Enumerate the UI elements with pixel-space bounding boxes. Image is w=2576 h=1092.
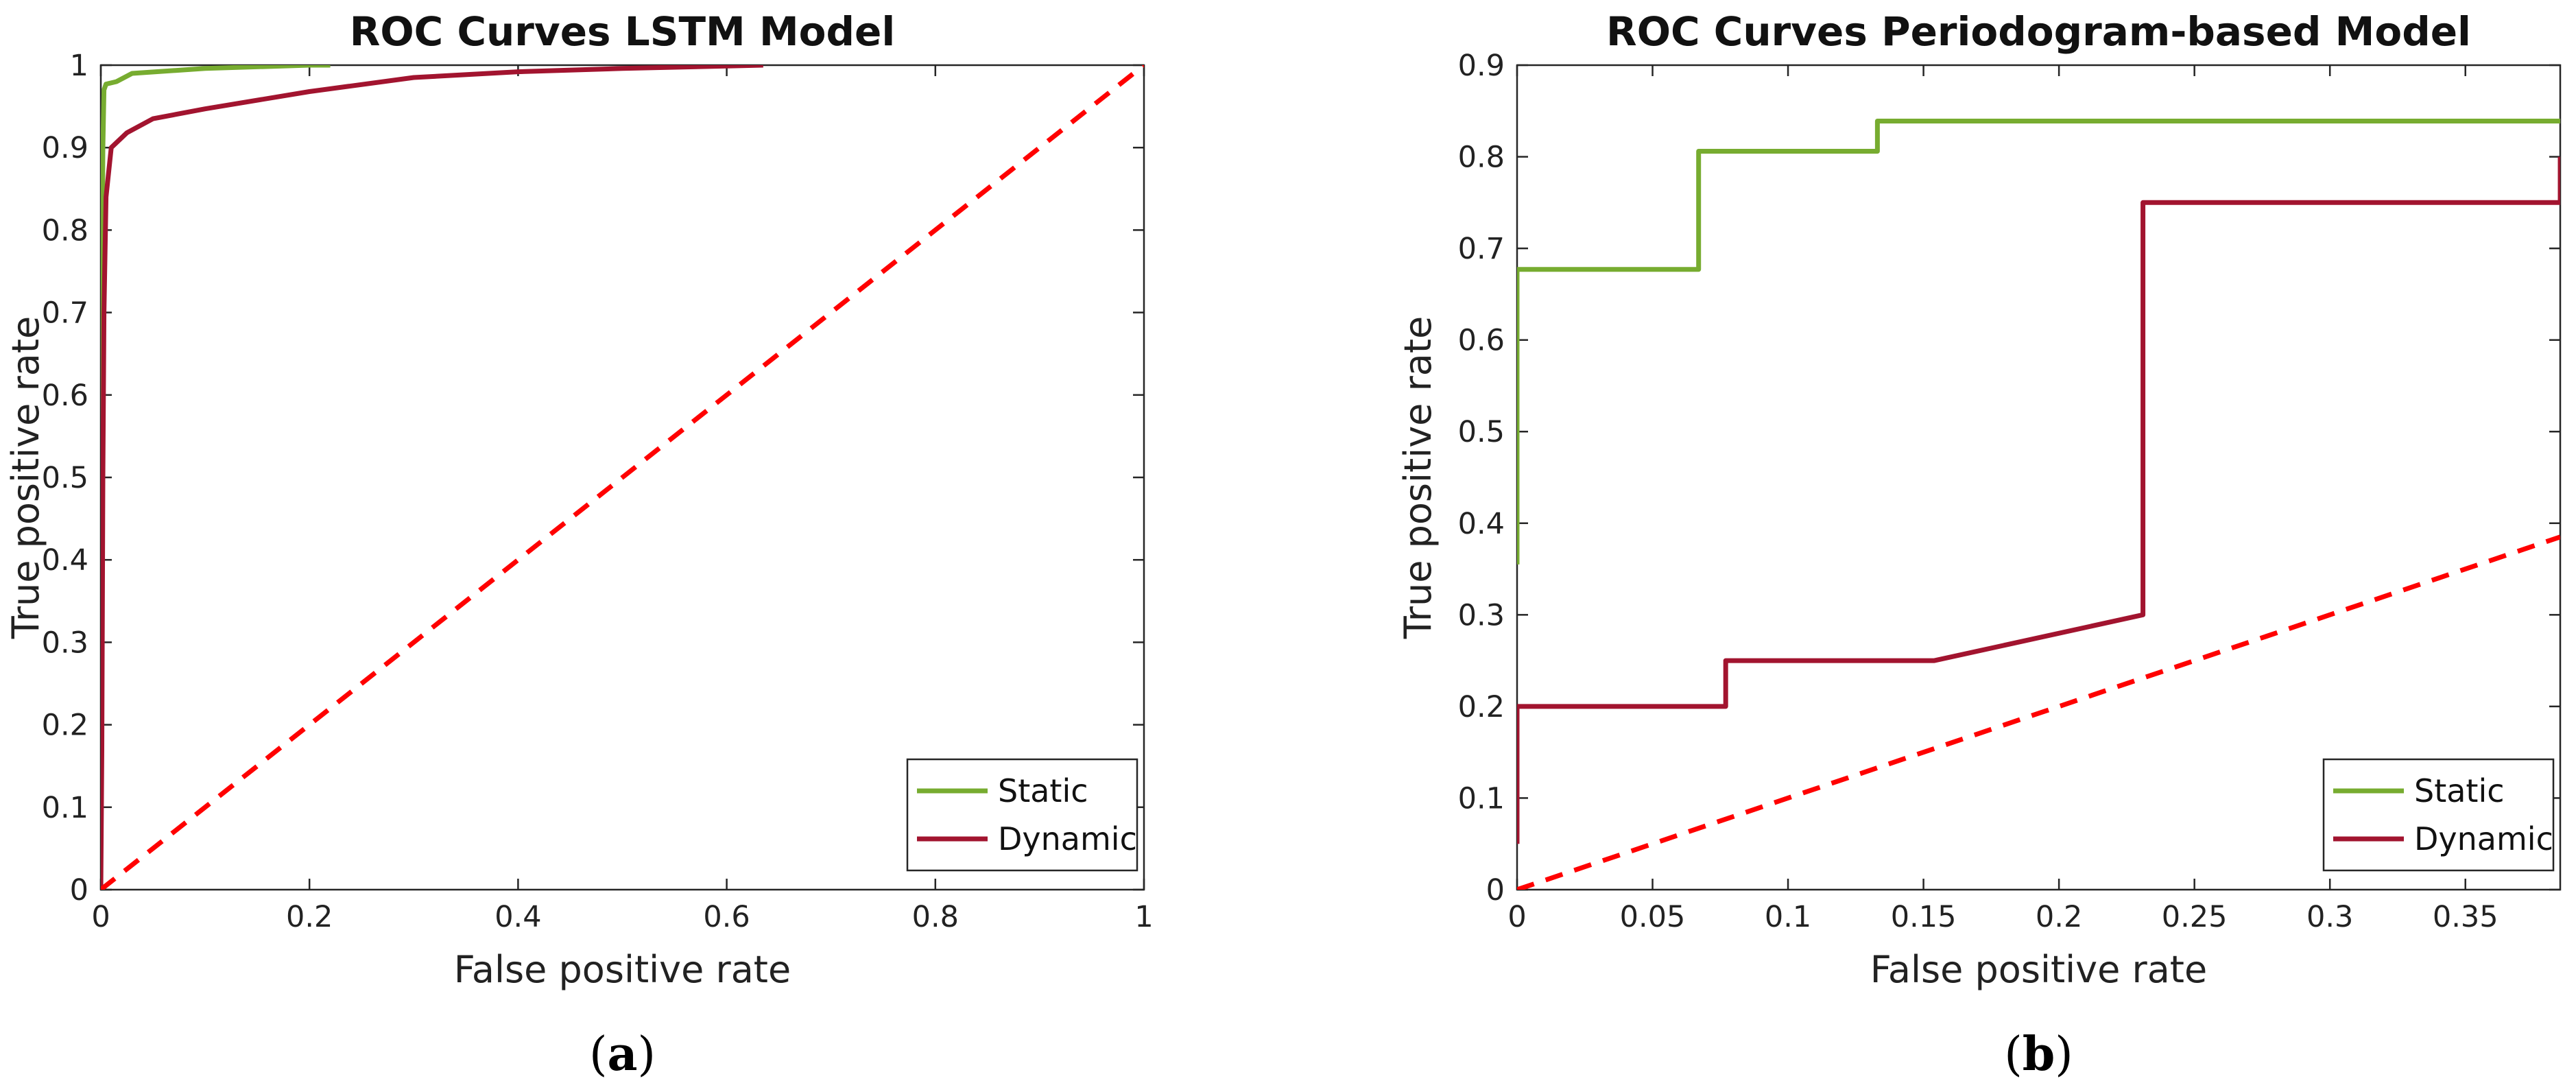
x-tick-label: 0.15	[1891, 900, 1957, 934]
y-tick-label: 0.4	[42, 543, 88, 578]
x-tick-label: 0.6	[703, 900, 750, 934]
panel-label: (b)	[2004, 1027, 2073, 1082]
x-tick-label: 0.2	[2036, 900, 2082, 934]
x-tick-label: 0.35	[2433, 900, 2499, 934]
x-tick-label: 0	[1507, 900, 1526, 934]
y-tick-label: 0.6	[42, 379, 88, 413]
legend: Static Dynamic	[2322, 758, 2555, 872]
y-tick-label: 0.3	[42, 626, 88, 660]
panel-label: (a)	[589, 1027, 656, 1082]
x-tick-label: 0.25	[2162, 900, 2228, 934]
series-line-static	[101, 65, 331, 890]
plot-area	[1517, 119, 2560, 890]
y-tick-label: 0.3	[1458, 598, 1505, 632]
series-line-chance	[1517, 534, 2560, 890]
legend-label-static: Static	[998, 772, 1088, 809]
x-tick-label: 1	[1134, 900, 1153, 934]
legend: Static Dynamic	[906, 758, 1138, 872]
y-tick-label: 0	[70, 873, 88, 907]
legend-label-dynamic: Dynamic	[2414, 820, 2553, 857]
y-tick-label: 0.8	[42, 213, 88, 248]
series-line-dynamic	[1517, 156, 2560, 844]
plot-area	[101, 65, 1144, 890]
series-line-static	[1517, 119, 2560, 565]
chart-panel-a: 0 0.2 0.4 0.6 0.8 1 0 0.1 0.2 0.3 0.4 0.5 0.6 0.7 0.8 0…	[4, 8, 1154, 1082]
x-tick-label: 0.4	[494, 900, 541, 934]
legend-label-static: Static	[2414, 772, 2505, 809]
y-tick-label: 0.7	[1458, 232, 1505, 266]
chart-title: ROC Curves LSTM Model	[350, 8, 896, 55]
y-tick-label: 0.6	[1458, 324, 1505, 358]
y-tick-label: 0	[1486, 873, 1505, 907]
x-axis-label: False positive rate	[1870, 948, 2207, 991]
y-tick-label: 1	[70, 49, 88, 83]
x-tick-label: 0.3	[2306, 900, 2353, 934]
series-line-chance	[101, 65, 1144, 890]
legend-box	[2322, 758, 2555, 872]
legend-box	[906, 758, 1138, 872]
y-tick-label: 0.1	[1458, 781, 1505, 816]
chart-title: ROC Curves Periodogram-based Model	[1606, 8, 2471, 55]
y-axis-label: True positive rate	[1396, 316, 1440, 640]
y-tick-label: 0.5	[42, 461, 88, 495]
y-axis-label: True positive rate	[4, 316, 47, 640]
x-tick-label: 0.1	[1765, 900, 1811, 934]
x-tick-label: 0.05	[1620, 900, 1686, 934]
x-tick-label: 0.8	[912, 900, 959, 934]
series-line-dynamic	[101, 65, 763, 890]
x-tick-label: 0.2	[286, 900, 333, 934]
y-tick-label: 0.8	[1458, 141, 1505, 175]
y-tick-label: 0.9	[42, 131, 88, 165]
y-tick-label: 0.4	[1458, 507, 1505, 541]
x-axis-label: False positive rate	[454, 948, 791, 991]
legend-label-dynamic: Dynamic	[998, 820, 1137, 857]
y-tick-label: 0.1	[42, 791, 88, 825]
y-tick-label: 0.5	[1458, 415, 1505, 449]
x-tick-label: 0	[91, 900, 110, 934]
chart-panel-b: 0 0.05 0.1 0.15 0.2 0.25 0.3 0.35 0 0.1 0.2 0.3 0.4 0…	[1396, 8, 2562, 1082]
y-tick-label: 0.7	[42, 296, 88, 331]
y-tick-label: 0.9	[1458, 49, 1505, 83]
y-tick-label: 0.2	[42, 709, 88, 743]
y-tick-label: 0.2	[1458, 690, 1505, 724]
